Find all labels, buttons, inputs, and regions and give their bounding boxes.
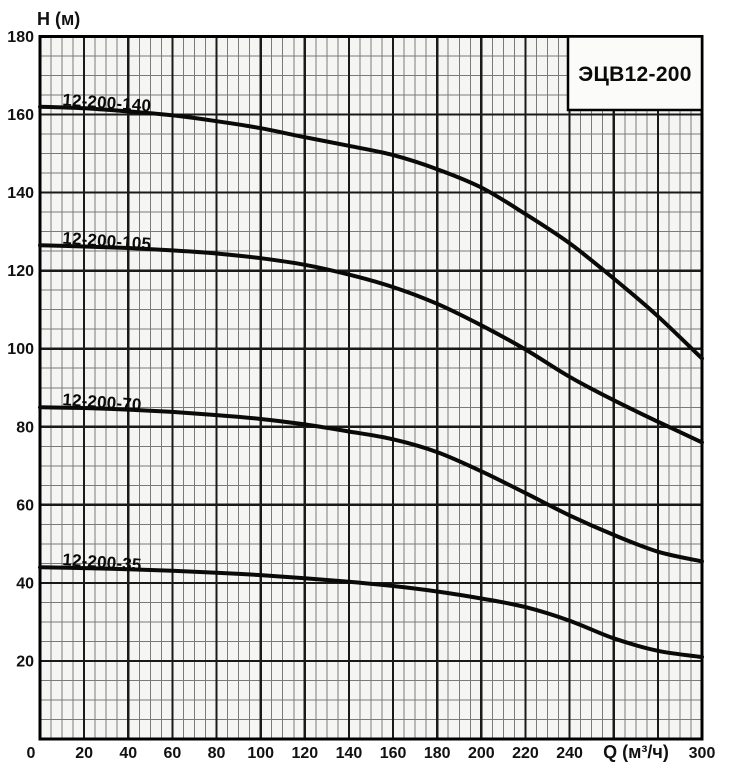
x-tick-label-200: 200	[468, 745, 495, 762]
x-tick-label-240: 240	[556, 745, 583, 762]
x-tick-label-0: 0	[27, 745, 36, 762]
y-tick-label-40: 40	[16, 575, 34, 592]
plot-frame	[38, 35, 704, 741]
x-tick-label-80: 80	[208, 745, 226, 762]
y-tick-label-80: 80	[16, 419, 34, 436]
pump-curve-12-200-140	[38, 104, 704, 361]
series-title: ЭЦВ12-200	[578, 63, 692, 86]
series-title-box	[566, 35, 704, 112]
y-tick-label-180: 180	[7, 29, 34, 46]
pump-curve-12-200-105	[38, 243, 704, 445]
x-tick-label-20: 20	[75, 745, 93, 762]
x-tick-label-160: 160	[380, 745, 407, 762]
pump-curve-12-200-35	[38, 565, 704, 659]
x-tick-label-60: 60	[164, 745, 182, 762]
grid-minor-lines	[40, 36, 702, 739]
x-tick-label-40: 40	[119, 745, 137, 762]
x-tick-label-220: 220	[512, 745, 539, 762]
x-axis-tick-labels: 0 20 40 60 80 100 120 140 160 180 200 220 240 300	[27, 745, 716, 762]
y-tick-label-120: 120	[7, 263, 34, 280]
y-tick-label-160: 160	[7, 107, 34, 124]
y-tick-label-20: 20	[16, 653, 34, 670]
x-tick-label-120: 120	[291, 745, 318, 762]
y-tick-label-100: 100	[7, 341, 34, 358]
pump-curves	[38, 104, 704, 659]
y-tick-label-60: 60	[16, 497, 34, 514]
pump-curve-12-200-70	[38, 405, 704, 564]
x-tick-label-300: 300	[689, 745, 716, 762]
x-tick-label-100: 100	[247, 745, 274, 762]
y-tick-label-140: 140	[7, 185, 34, 202]
y-axis-title: H (м)	[37, 9, 80, 29]
x-tick-label-140: 140	[336, 745, 363, 762]
x-tick-label-180: 180	[424, 745, 451, 762]
x-axis-title: Q (м³/ч)	[603, 742, 669, 762]
y-axis-tick-labels: 20 40 60 80 100 120 140 160 180	[7, 29, 34, 670]
